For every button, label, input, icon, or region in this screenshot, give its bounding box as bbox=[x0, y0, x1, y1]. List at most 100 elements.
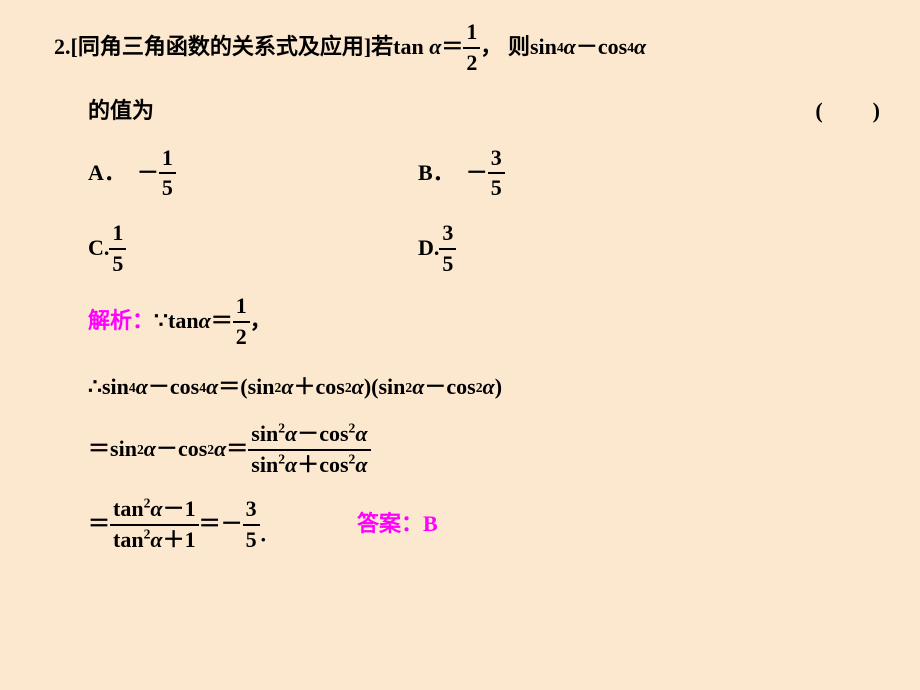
option-c: C. 1 5 bbox=[88, 219, 418, 278]
tan-frac: tan2α－1 tan2α＋1 bbox=[110, 495, 199, 554]
s2: sin bbox=[251, 452, 278, 477]
option-a: A． － 1 5 bbox=[88, 144, 418, 203]
solution-line-4: ＝ tan2α－1 tan2α＋1 ＝ － 3 5 · 答案： B bbox=[54, 495, 880, 554]
a7: α bbox=[144, 435, 156, 464]
cos3: cos bbox=[446, 373, 475, 402]
therefore: ∴ bbox=[88, 373, 102, 402]
num: 3 bbox=[243, 495, 260, 524]
solution-line-3: ＝ sin2α － cos2α ＝ sin2α－cos2α sin2α＋cos2… bbox=[54, 420, 880, 479]
label: D. bbox=[418, 234, 439, 263]
num: sin2α－cos2α bbox=[248, 420, 370, 449]
period: · bbox=[260, 526, 267, 555]
neg: － bbox=[137, 159, 159, 188]
num: tan2α－1 bbox=[110, 495, 199, 524]
m: － bbox=[297, 421, 319, 446]
frac: 3 5 bbox=[488, 144, 505, 203]
solution-line-1: 解析： ∵ tan α ＝ 1 2 ， bbox=[54, 292, 880, 351]
minus2: － bbox=[424, 373, 446, 402]
bracket-open: [ bbox=[71, 33, 78, 62]
because: ∵ bbox=[154, 307, 168, 336]
topic: 同角三角函数的关系式及应用 bbox=[78, 33, 364, 62]
t: tan bbox=[113, 496, 144, 521]
label: C. bbox=[88, 234, 109, 263]
solution-label: 解析： bbox=[88, 307, 154, 336]
tail: 的值为 bbox=[88, 97, 154, 126]
option-b: B． － 3 5 bbox=[418, 144, 505, 203]
den: 5 bbox=[488, 172, 505, 203]
den: 5 bbox=[159, 172, 176, 203]
tan: tan bbox=[168, 307, 199, 336]
p4x: 2 bbox=[278, 451, 285, 466]
eq: ＝ bbox=[211, 307, 233, 336]
m1: －1 bbox=[163, 496, 196, 521]
res-frac: 3 5 bbox=[243, 495, 260, 554]
rp2: ) bbox=[495, 373, 502, 402]
frac: 1 2 bbox=[233, 292, 250, 351]
frac: 1 5 bbox=[109, 219, 126, 278]
c2: cos bbox=[319, 452, 348, 477]
cos: cos bbox=[598, 33, 627, 62]
options-row-2: C. 1 5 D. 3 5 bbox=[54, 219, 880, 278]
cos: cos bbox=[170, 373, 199, 402]
lp: ( bbox=[240, 373, 247, 402]
al: α bbox=[285, 421, 297, 446]
num: 3 bbox=[488, 144, 505, 173]
sin: sin bbox=[102, 373, 129, 402]
al4: α bbox=[355, 452, 367, 477]
solution-line-2: ∴ sin4α － cos4α ＝ ( sin2α ＋ cos2α ) ( si… bbox=[54, 373, 880, 402]
a8: α bbox=[214, 435, 226, 464]
plus: ＋ bbox=[293, 373, 315, 402]
a6: α bbox=[483, 373, 495, 402]
big-frac: sin2α－cos2α sin2α＋cos2α bbox=[248, 420, 370, 479]
alpha3: α bbox=[634, 33, 646, 62]
minus: － bbox=[148, 373, 170, 402]
eq: ＝ bbox=[218, 373, 240, 402]
al3: α bbox=[285, 452, 297, 477]
option-d: D. 3 5 bbox=[418, 219, 456, 278]
t2: tan bbox=[113, 527, 144, 552]
comma: ， bbox=[480, 33, 502, 62]
frac-half: 1 2 bbox=[463, 18, 480, 77]
comma: ， bbox=[250, 307, 272, 336]
al2: α bbox=[355, 421, 367, 446]
answer: B bbox=[423, 510, 438, 539]
question-line-2: 的值为 ( ) bbox=[54, 97, 880, 126]
eq: ＝ bbox=[88, 435, 110, 464]
p1: ＋1 bbox=[163, 527, 196, 552]
minus: － bbox=[576, 33, 598, 62]
answer-label: 答案： bbox=[357, 510, 423, 539]
num: 1 bbox=[109, 219, 126, 248]
bracket-close: ] bbox=[364, 33, 371, 62]
p: 2 bbox=[278, 421, 285, 436]
sin: sin bbox=[110, 435, 137, 464]
a3: α bbox=[281, 373, 293, 402]
paren-open: ( bbox=[815, 97, 822, 126]
at2: α bbox=[150, 527, 162, 552]
neg: － bbox=[466, 159, 488, 188]
eq: ＝ bbox=[441, 33, 463, 62]
frac: 1 5 bbox=[159, 144, 176, 203]
stem2: 则sin bbox=[508, 33, 557, 62]
label: B． bbox=[418, 159, 455, 188]
den: 5 bbox=[243, 524, 260, 555]
neg: － bbox=[221, 510, 243, 539]
den: 5 bbox=[109, 248, 126, 279]
eq2: ＝ bbox=[199, 510, 221, 539]
eq: ＝ bbox=[88, 510, 110, 539]
question-line-1: 2. [ 同角三角函数的关系式及应用 ] 若tan α ＝ 1 2 ， 则sin… bbox=[54, 18, 880, 77]
a: α bbox=[136, 373, 148, 402]
rp: ) bbox=[364, 373, 371, 402]
at: α bbox=[150, 496, 162, 521]
num: 1 bbox=[233, 292, 250, 321]
eq2: ＝ bbox=[226, 435, 248, 464]
q-number: 2. bbox=[54, 33, 71, 62]
num: 3 bbox=[439, 219, 456, 248]
paren-close: ) bbox=[873, 97, 880, 126]
den: 2 bbox=[463, 47, 480, 78]
a2: α bbox=[206, 373, 218, 402]
a4: α bbox=[352, 373, 364, 402]
den: 5 bbox=[439, 248, 456, 279]
cos: cos bbox=[178, 435, 207, 464]
num: 1 bbox=[159, 144, 176, 173]
alpha: α bbox=[199, 307, 211, 336]
